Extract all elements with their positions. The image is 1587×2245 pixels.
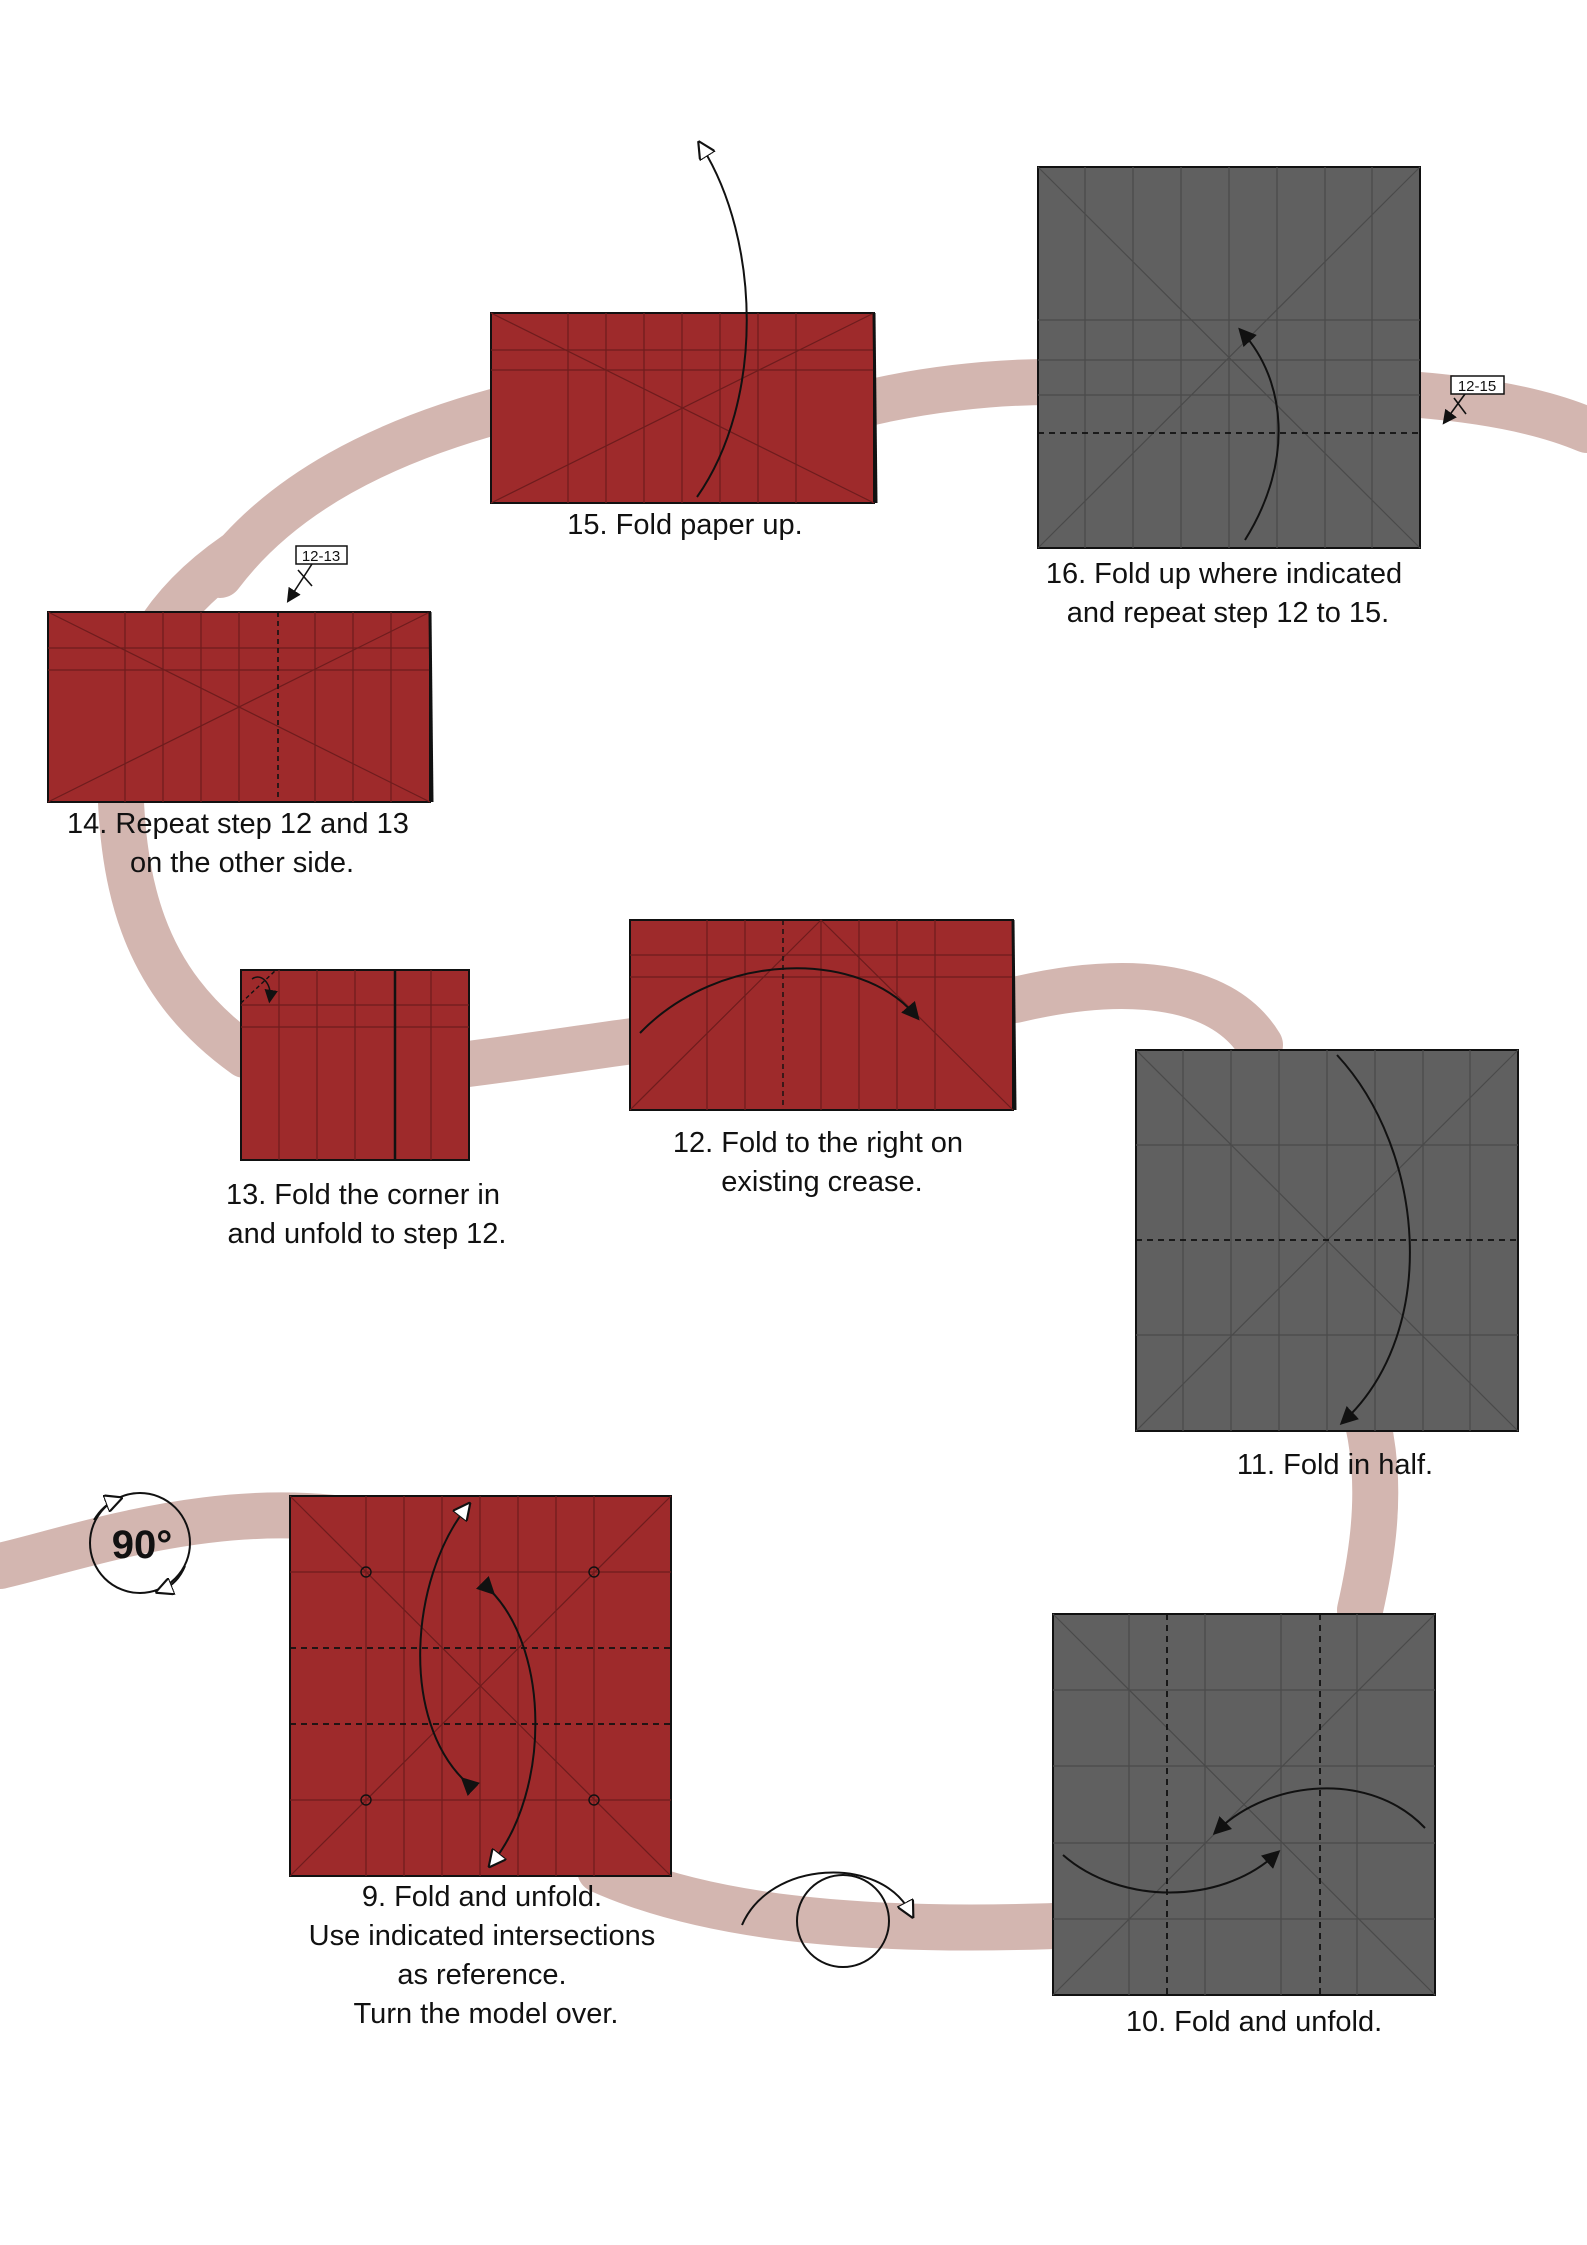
repeat-12-15-label: 12-15	[1458, 378, 1496, 395]
repeat-12-13-marker: 12-13	[286, 545, 348, 603]
repeat-12-13-label: 12-13	[302, 548, 340, 565]
turn-over-icon	[741, 1871, 910, 1968]
step-10-diagram	[1052, 1613, 1436, 1996]
rotate-90-icon: 90°	[89, 1492, 191, 1593]
step-9-caption: 9. Fold and unfold. Use indicated inters…	[309, 1881, 664, 2030]
step-11-diagram	[1135, 1049, 1519, 1432]
step-16-caption: 16. Fold up where indicated and repeat s…	[1046, 558, 1410, 629]
step-15-caption: 15. Fold paper up.	[567, 509, 802, 541]
rotate-90-label: 90°	[112, 1523, 173, 1567]
repeat-12-15-marker: 12-15	[1442, 375, 1505, 425]
step-14-diagram	[47, 611, 434, 803]
step-15-diagram	[490, 147, 878, 504]
step-16-diagram	[1037, 166, 1421, 549]
step-13-diagram	[240, 969, 470, 1161]
step-10-caption: 10. Fold and unfold.	[1126, 2006, 1382, 2038]
step-12-caption: 12. Fold to the right on existing crease…	[673, 1127, 971, 1198]
step-11-caption: 11. Fold in half.	[1237, 1449, 1433, 1481]
step-12-diagram	[629, 919, 1017, 1111]
step-14-caption: 14. Repeat step 12 and 13 on the other s…	[67, 808, 417, 879]
step-9-diagram	[289, 1495, 672, 1877]
step-13-caption: 13. Fold the corner in and unfold to ste…	[226, 1179, 508, 1250]
